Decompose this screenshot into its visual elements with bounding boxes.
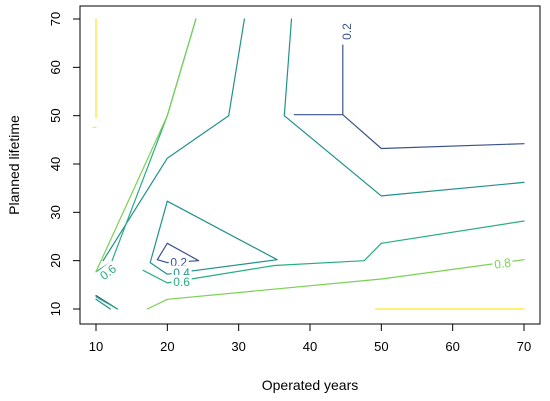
y-tick-label: 50 bbox=[48, 108, 63, 122]
contour-label-text: 0.2 bbox=[340, 23, 354, 40]
contour-lines bbox=[92, 18, 525, 310]
contour-label-text: 0.8 bbox=[493, 255, 512, 271]
x-tick-label: 60 bbox=[445, 339, 459, 354]
y-tick-label: 30 bbox=[48, 205, 63, 219]
contour-line bbox=[293, 44, 344, 116]
x-tick-label: 70 bbox=[517, 339, 531, 354]
contour-label: 0.6 bbox=[171, 274, 192, 289]
contour-line bbox=[283, 18, 525, 197]
contour-line bbox=[95, 18, 197, 273]
contour-line bbox=[156, 242, 200, 264]
contour-label-text: 0.6 bbox=[97, 261, 119, 283]
contour-label-text: 0.6 bbox=[173, 275, 190, 289]
x-tick-label: 40 bbox=[303, 339, 317, 354]
contour-line bbox=[102, 18, 245, 262]
y-tick-label: 70 bbox=[48, 12, 63, 26]
contour-line bbox=[95, 296, 118, 310]
x-tick-label: 50 bbox=[374, 339, 388, 354]
contour-label-background bbox=[340, 21, 355, 42]
contour-line bbox=[95, 298, 111, 310]
contour-line bbox=[146, 259, 525, 310]
contour-labels: 0.20.20.40.6 0.60.8 bbox=[95, 21, 514, 289]
contour-line bbox=[95, 18, 197, 273]
y-axis-ticks: 10 20 30 40 50 60 70 bbox=[48, 12, 81, 316]
contour-label: 0.2 bbox=[340, 21, 355, 42]
y-tick-label: 60 bbox=[48, 60, 63, 74]
y-tick-label: 10 bbox=[48, 302, 63, 316]
y-tick-label: 20 bbox=[48, 253, 63, 267]
contour-label-background bbox=[171, 274, 192, 289]
x-axis-title: Operated years bbox=[262, 377, 359, 393]
y-axis-title: Planned lifetime bbox=[6, 115, 22, 215]
x-tick-label: 30 bbox=[231, 339, 245, 354]
y-tick-label: 40 bbox=[48, 157, 63, 171]
contour-line bbox=[149, 200, 278, 275]
x-axis-ticks: 10 20 30 40 50 60 70 bbox=[89, 323, 531, 354]
x-tick-label: 20 bbox=[160, 339, 174, 354]
contour-line bbox=[142, 242, 382, 284]
contour-label-background bbox=[95, 260, 121, 284]
contour-label: 0.8 bbox=[491, 255, 514, 272]
contour-label-background bbox=[491, 255, 514, 272]
contour-line bbox=[342, 114, 525, 150]
contour-line bbox=[380, 220, 525, 244]
x-tick-label: 10 bbox=[89, 339, 103, 354]
